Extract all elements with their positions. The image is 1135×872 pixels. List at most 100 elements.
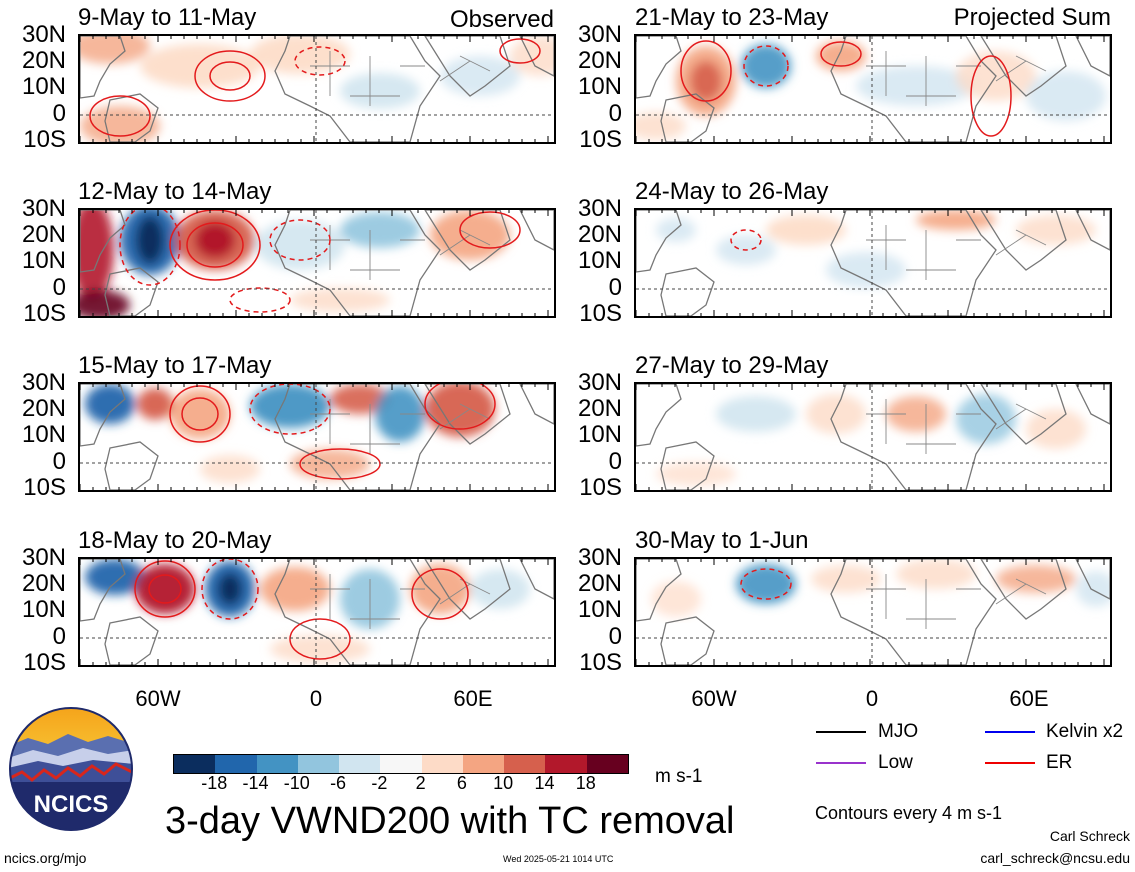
- country-border: [310, 574, 425, 629]
- coastline: [636, 384, 682, 447]
- colorbar-tick-label: 6: [456, 773, 467, 793]
- lat-label-right-3-5: 10S: [579, 474, 622, 501]
- legend-mjo-line: [816, 731, 866, 733]
- coastline: [274, 210, 441, 316]
- er-contour: [820, 41, 862, 67]
- shading-blob: [916, 210, 996, 230]
- coastline: [104, 441, 159, 490]
- er-contour: [299, 448, 381, 480]
- lon-label-60e-left: 60E: [453, 686, 493, 711]
- lat-label-left-1-2: 20N: [21, 47, 66, 74]
- shading-layer: [85, 559, 530, 663]
- legend-low-label: Low: [878, 752, 913, 773]
- coastline: [519, 36, 554, 77]
- shading-layer: [656, 210, 1096, 288]
- country-border: [995, 578, 1047, 605]
- coastline: [660, 93, 715, 142]
- coastline: [980, 36, 1067, 97]
- er-contour: [229, 287, 291, 313]
- er-contour: [411, 568, 469, 620]
- lat-label-left-4-3: 10N: [21, 596, 66, 623]
- shading-layer: [636, 41, 1106, 140]
- coastline: [104, 267, 159, 316]
- lon-label-0-left: 0: [309, 686, 323, 711]
- observed-panel-1-title: 9-May to 11-May: [78, 4, 257, 31]
- lat-label-left-3-4: 0: [52, 448, 66, 475]
- country-border: [866, 399, 981, 454]
- lat-label-right-1-3: 10N: [577, 73, 622, 100]
- er-contour: [459, 211, 521, 249]
- country-border: [995, 403, 1047, 430]
- shading-blob: [340, 212, 420, 248]
- colorbar-swatch: [586, 755, 630, 773]
- lat-label-left-4-1: 30N: [21, 544, 66, 571]
- lat-label-left-1-5: 10S: [23, 126, 66, 153]
- shading-blob: [270, 635, 370, 663]
- shading-blob: [136, 216, 164, 264]
- lat-label-left-2-1: 30N: [21, 195, 66, 222]
- coastline: [636, 36, 682, 99]
- coastline: [80, 36, 126, 99]
- shading-blob: [250, 36, 350, 74]
- coastline: [519, 559, 554, 600]
- lon-label-60w-left: 60W: [135, 686, 181, 711]
- colorbar-swatch: [339, 755, 382, 773]
- lat-label-right-3-2: 20N: [577, 395, 622, 422]
- coastline: [424, 559, 511, 620]
- shading-blob: [1026, 71, 1106, 121]
- coastline: [636, 210, 682, 273]
- author-name: Carl Schreck: [1049, 828, 1130, 844]
- lat-label-right-3-4: 0: [608, 448, 622, 475]
- coastline: [830, 384, 997, 490]
- colorbar-tick-label: -2: [371, 773, 388, 793]
- lat-label-left-2-3: 10N: [21, 247, 66, 274]
- map-field: [80, 384, 554, 490]
- coastline: [1075, 559, 1110, 600]
- er-contour: [424, 384, 496, 430]
- shading-blob: [996, 565, 1076, 593]
- contour-note: Contours every 4 m s-1: [815, 803, 1003, 823]
- observed-panel-2-title: 12-May to 14-May: [78, 178, 272, 205]
- er-contour: [119, 210, 181, 286]
- er-contour: [181, 397, 219, 431]
- country-border: [995, 55, 1047, 82]
- ncics-logo: NCICS: [8, 706, 134, 832]
- shading-blob: [826, 252, 906, 288]
- shading-blob: [766, 215, 846, 245]
- shading-blob: [80, 36, 150, 64]
- shading-blob: [470, 569, 530, 609]
- observed-map-panel-2: [78, 208, 556, 318]
- er-contour: [148, 574, 182, 604]
- lat-label-right-4-3: 10N: [577, 596, 622, 623]
- source-url: ncics.org/mjo: [4, 850, 87, 866]
- lon-label-60e-right: 60E: [1009, 686, 1049, 711]
- coastline: [660, 441, 715, 490]
- coastline: [80, 384, 126, 447]
- coastline: [519, 210, 554, 251]
- colorbar-swatch: [380, 755, 424, 773]
- lat-label-right-4-1: 30N: [577, 544, 622, 571]
- er-contour: [209, 61, 251, 91]
- lat-label-right-1-5: 10S: [579, 126, 622, 153]
- country-border: [310, 399, 425, 454]
- lat-label-right-4-5: 10S: [579, 649, 622, 676]
- projected-panel-4-title: 30-May to 1-Jun: [635, 527, 809, 554]
- shading-blob: [716, 396, 796, 432]
- legend-kelvin-label: Kelvin x2: [1046, 721, 1124, 742]
- shading-blob: [170, 389, 230, 439]
- er-contour: [194, 50, 266, 102]
- lat-label-left-4-2: 20N: [21, 570, 66, 597]
- lat-label-left-4-5: 10S: [23, 649, 66, 676]
- er-contour: [743, 45, 789, 87]
- observed-panel-4-title: 18-May to 20-May: [78, 527, 272, 554]
- coastline: [660, 267, 715, 316]
- shading-blob: [85, 384, 135, 424]
- colorbar-tick-label: -14: [242, 773, 269, 793]
- shading-blob: [806, 394, 866, 434]
- lat-label-left-3-3: 10N: [21, 421, 66, 448]
- projected-panel-1-title: 21-May to 23-May: [635, 4, 829, 31]
- map-field: [636, 559, 1110, 665]
- shading-blob: [140, 44, 260, 88]
- projected-panel-3-title: 27-May to 29-May: [635, 352, 829, 379]
- legend-mjo-label: MJO: [878, 721, 919, 742]
